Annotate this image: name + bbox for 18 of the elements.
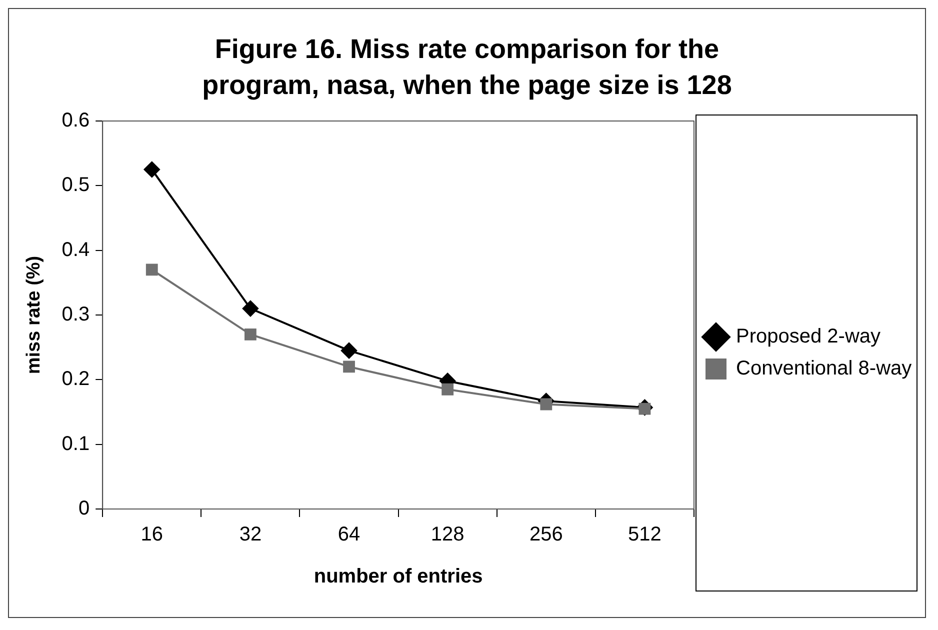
x-axis-title: number of entries [314,566,483,588]
chart-title: Figure 16. Miss rate comparison for the program, nasa, when the page size is 128 [201,33,733,102]
y-tick-label: 0.5 [62,174,90,196]
y-tick-label: 0.6 [62,110,90,132]
legend-label: Proposed 2-way [736,326,881,348]
legend-label: Conventional 8-way [736,358,912,380]
x-tick-label: 256 [529,524,563,546]
y-axis-title: miss rate (%) [24,256,45,374]
x-tick-label: 64 [338,524,360,546]
y-tick-label: 0.3 [62,304,90,326]
x-tick-label: 16 [140,524,164,546]
y-tick-label: 0 [78,498,90,520]
x-tick-label: 128 [430,524,464,546]
y-tick-label: 0.4 [62,238,90,261]
x-tick-label: 32 [239,524,262,546]
y-tick-label: 0.2 [62,368,90,390]
y-tick-label: 0.1 [62,432,90,455]
x-tick-label: 512 [628,524,662,546]
